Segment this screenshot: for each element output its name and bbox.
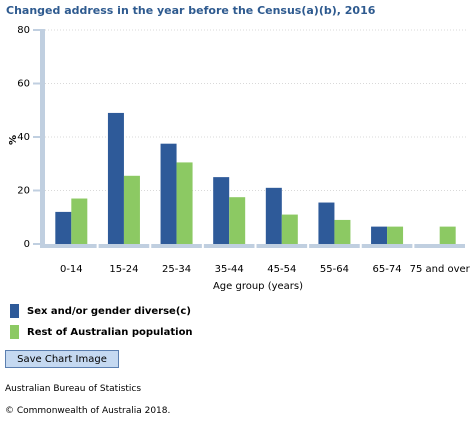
axes bbox=[40, 30, 467, 250]
source-text: Australian Bureau of Statistics bbox=[5, 384, 142, 394]
x-tick-label: 35-44 bbox=[215, 264, 244, 275]
bar-series-2 bbox=[281, 214, 298, 244]
x-axis-label: Age group (years) bbox=[213, 281, 303, 292]
chart-title: Changed address in the year before the C… bbox=[6, 4, 376, 17]
bar-series-2 bbox=[123, 175, 140, 244]
legend-swatch-series-2 bbox=[10, 325, 19, 339]
bar-series-1 bbox=[107, 112, 124, 244]
legend-item-series-1: Sex and/or gender diverse(c) bbox=[10, 304, 191, 318]
y-tick-label: 20 bbox=[17, 186, 30, 197]
x-axis-line bbox=[40, 244, 466, 248]
y-tick-label: 40 bbox=[17, 132, 30, 143]
x-tick-label: 55-64 bbox=[320, 264, 349, 275]
x-tick-label: 75 and over bbox=[410, 264, 471, 275]
bar-series-2 bbox=[439, 226, 456, 244]
y-tick-label: 0 bbox=[24, 239, 30, 250]
x-tick-label: 0-14 bbox=[60, 264, 83, 275]
y-tick-label: 80 bbox=[17, 25, 30, 36]
legend-item-series-2: Rest of Australian population bbox=[10, 325, 193, 339]
bar-series-2 bbox=[71, 198, 88, 244]
copyright-text: © Commonwealth of Australia 2018. bbox=[5, 406, 171, 416]
x-tick-label: 15-24 bbox=[109, 264, 138, 275]
bar-series-2 bbox=[334, 219, 351, 244]
bar-series-1 bbox=[371, 226, 388, 244]
bar-series-1 bbox=[318, 202, 335, 244]
bar-series-1 bbox=[160, 143, 177, 244]
x-tick-label: 65-74 bbox=[373, 264, 402, 275]
save-chart-image-button[interactable]: Save Chart Image bbox=[5, 350, 119, 368]
legend-label-series-2: Rest of Australian population bbox=[27, 326, 193, 338]
bar-series-2 bbox=[387, 226, 404, 244]
y-tick-label: 60 bbox=[17, 79, 30, 90]
legend-label-series-1: Sex and/or gender diverse(c) bbox=[27, 305, 191, 317]
bar-chart: 0 20 40 60 80 0-14 15-24 25-34 35-44 45-54 55-64 6… bbox=[8, 25, 471, 292]
x-tick-labels: 0-14 15-24 25-34 35-44 45-54 55-64 65-74 75 and… bbox=[60, 264, 471, 275]
x-tick-label: 45-54 bbox=[267, 264, 296, 275]
bar-series-1 bbox=[213, 177, 230, 244]
bar-series-2 bbox=[176, 162, 193, 244]
x-tick-label: 25-34 bbox=[162, 264, 191, 275]
bar-series-1 bbox=[265, 187, 282, 244]
bars bbox=[55, 112, 456, 244]
gridlines bbox=[45, 29, 466, 191]
legend-swatch-series-1 bbox=[10, 304, 19, 318]
y-axis-line bbox=[40, 30, 45, 248]
bar-series-2 bbox=[229, 197, 246, 244]
y-tick-labels: 0 20 40 60 80 bbox=[17, 25, 45, 250]
bar-series-1 bbox=[55, 211, 72, 244]
y-axis-label: % bbox=[8, 135, 19, 145]
